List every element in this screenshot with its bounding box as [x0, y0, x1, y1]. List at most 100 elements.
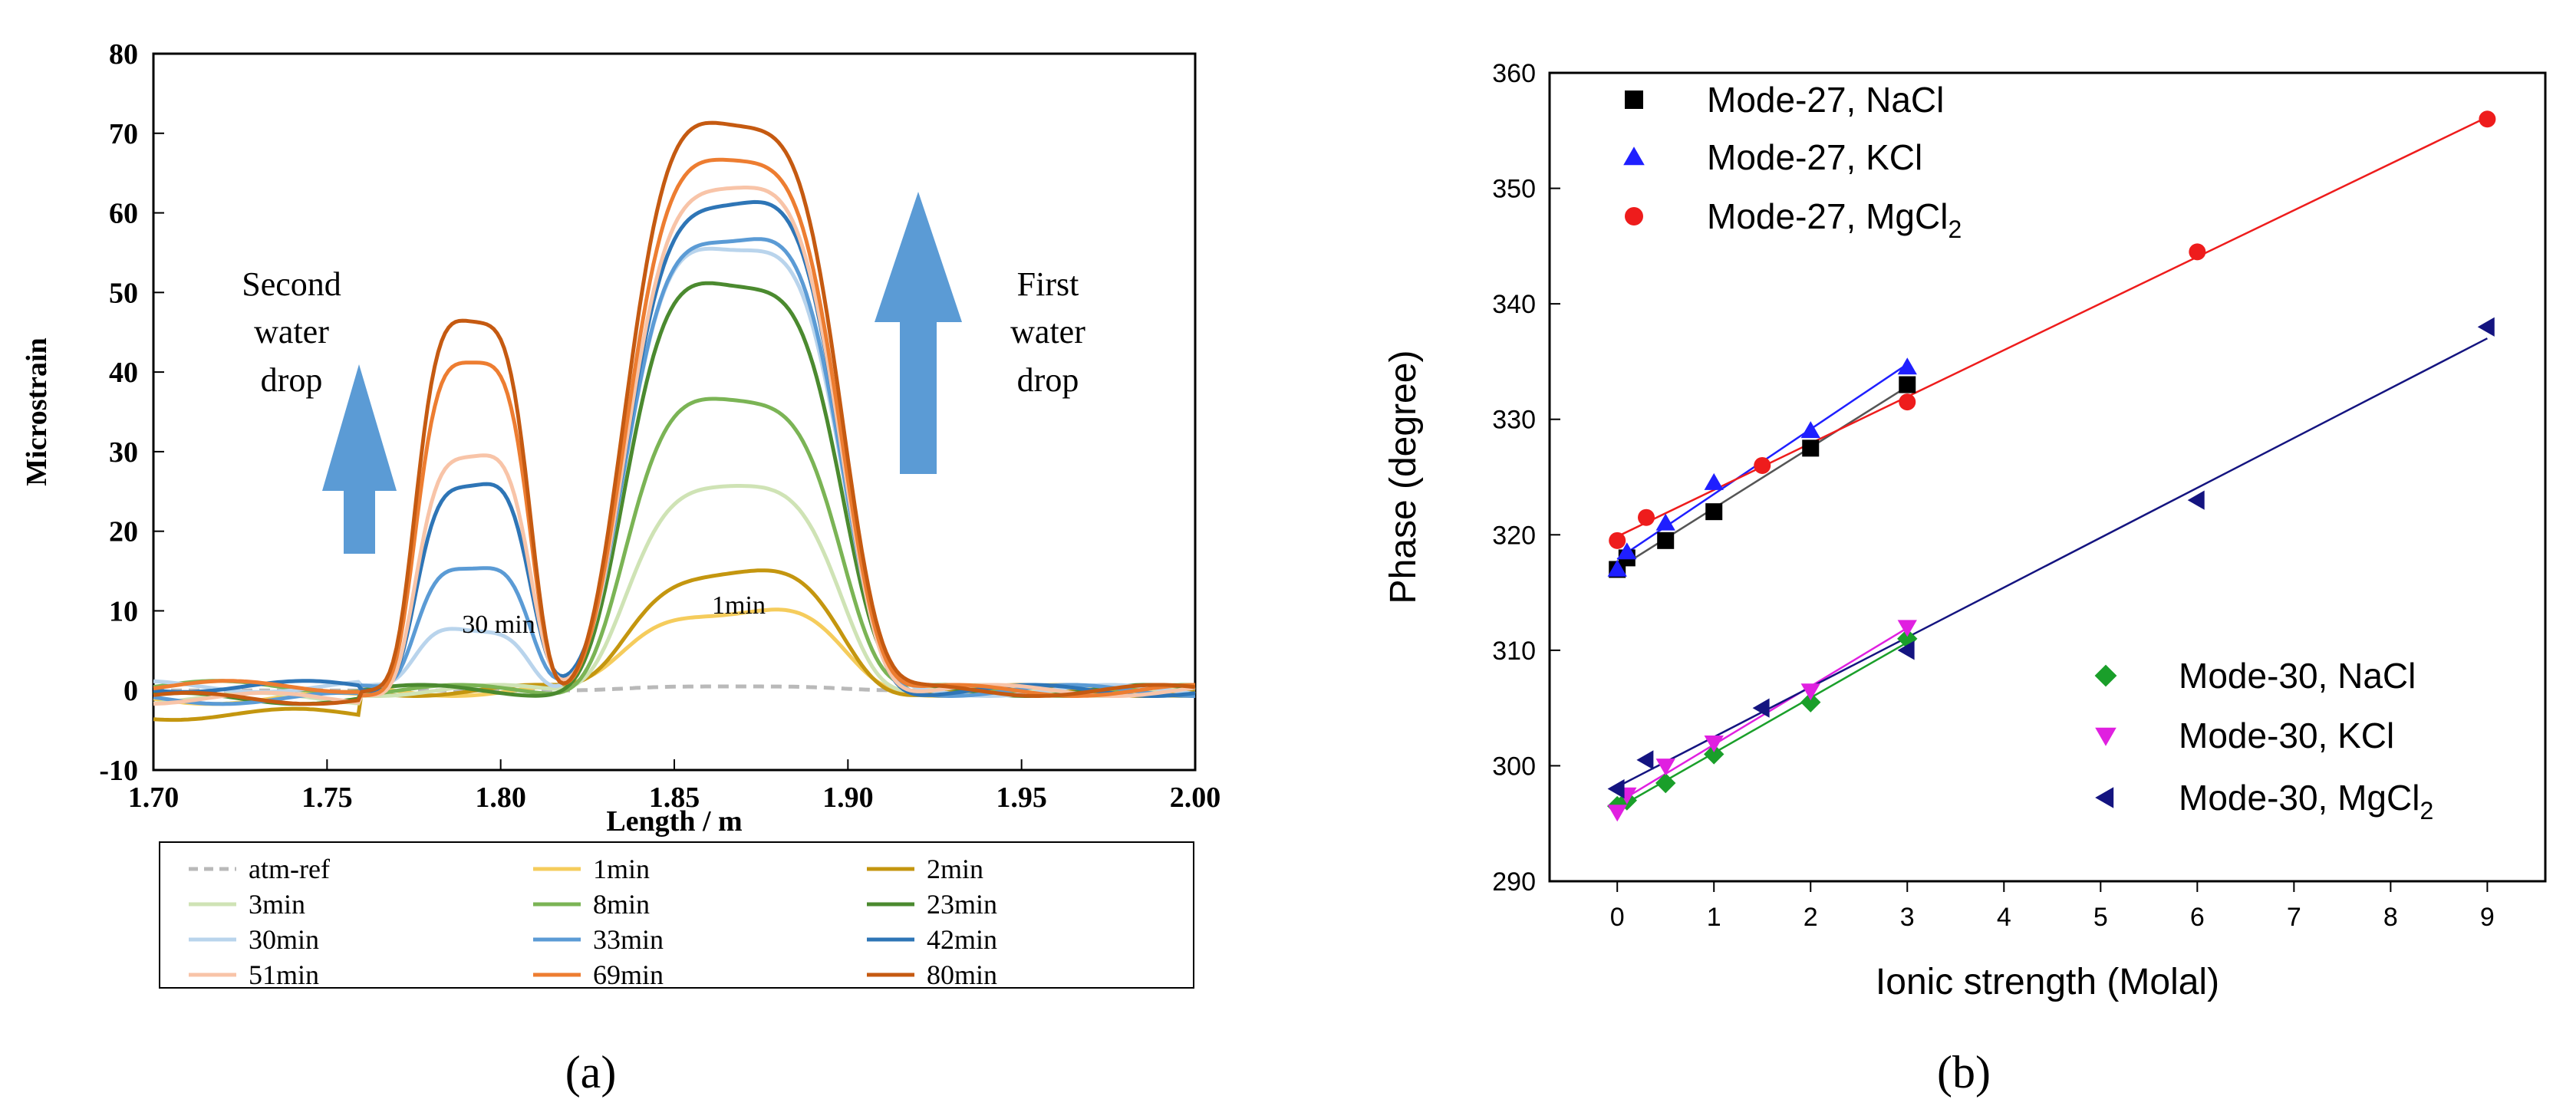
b-point — [1704, 735, 1724, 752]
a-series-line-69min — [153, 157, 1195, 698]
panel-a-y-ticks: -10 0 10 20 30 40 50 60 70 80 — [99, 38, 164, 787]
a-y-tick-label: 30 — [109, 436, 138, 469]
b-legend-label: Mode-30, NaCl — [2179, 656, 2416, 696]
b-y-tick-label: 300 — [1492, 752, 1536, 781]
b-x-tick-label: 3 — [1900, 903, 1915, 932]
panel-a-legend-entries: atm-ref 1min 2min 3min 8min 23min 30min 33min 42… — [189, 854, 997, 990]
b-point — [1609, 532, 1626, 549]
annotation-second-line3: drop — [261, 361, 323, 399]
annotation-first-line1: First — [1017, 265, 1079, 303]
b-y-tick-label: 360 — [1492, 59, 1536, 88]
b-point — [1897, 628, 1918, 649]
a-legend-label: atm-ref — [249, 854, 330, 884]
panel-b-y-axis-label: Phase (degree) — [1383, 351, 1424, 604]
annotation-30min-label: 30 min — [462, 611, 535, 639]
a-y-tick-label: -10 — [99, 755, 138, 787]
b-point — [1607, 778, 1625, 799]
b-y-tick-label: 330 — [1492, 406, 1536, 435]
panel-b-plot-frame — [1548, 71, 2547, 883]
panel-b-y-ticks: 290 300 310 320 330 340 350 360 — [1492, 59, 1560, 897]
panel-a-plot-frame — [152, 52, 1197, 772]
b-x-tick-label: 5 — [2093, 903, 2108, 932]
second-drop-arrow-icon — [322, 364, 397, 554]
a-y-tick-label: 80 — [109, 38, 138, 71]
a-y-tick-label: 70 — [109, 118, 138, 150]
annotation-first-line2: water — [1010, 313, 1085, 351]
b-y-tick-label: 340 — [1492, 290, 1536, 319]
b-point — [1752, 698, 1770, 718]
b-x-tick-label: 2 — [1804, 903, 1818, 932]
b-point — [1607, 559, 1627, 577]
a-x-tick-label: 1.80 — [475, 782, 526, 814]
b-legend-marker — [1623, 146, 1645, 166]
a-series-line-80min — [153, 120, 1196, 706]
b-point — [1897, 357, 1917, 375]
a-series-line-33min — [153, 237, 1195, 706]
a-legend-label: 42min — [927, 924, 997, 955]
b-legend-label: Mode-30, KCl — [2179, 716, 2394, 755]
a-legend-label: 1min — [593, 854, 650, 884]
b-fit-line — [1616, 116, 2488, 538]
b-point — [2187, 490, 2205, 510]
b-point — [1617, 542, 1637, 560]
a-y-tick-label: 0 — [124, 675, 138, 707]
panel-b-x-ticks: 0 1 2 3 4 5 6 7 8 9 — [1610, 881, 2495, 932]
first-drop-arrow-icon — [875, 192, 962, 474]
b-x-tick-label: 8 — [2383, 903, 2398, 932]
b-legend-marker — [1625, 91, 1643, 109]
panel-a-label: (a) — [565, 1047, 617, 1098]
annotation-second-line1: Second — [242, 265, 341, 303]
b-x-tick-label: 1 — [1707, 903, 1721, 932]
b-point — [1657, 532, 1675, 549]
a-series-line-8min — [153, 397, 1196, 698]
panel-a-chart: -10 0 10 20 30 40 50 60 70 80 1.70 1.75 1.80 1.85 1.9… — [21, 38, 1220, 1098]
b-x-tick-label: 9 — [2480, 903, 2495, 932]
b-y-tick-label: 290 — [1492, 867, 1536, 897]
panel-b-label: (b) — [1937, 1047, 1991, 1098]
a-legend-label: 3min — [249, 889, 305, 920]
b-legend-marker — [2095, 787, 2114, 808]
b-point — [1636, 750, 1654, 770]
annotation-first-line3: drop — [1017, 361, 1079, 399]
b-point — [1607, 805, 1627, 822]
b-point — [1899, 376, 1916, 393]
a-legend-label: 51min — [249, 959, 319, 990]
b-point — [2479, 110, 2496, 128]
a-legend-label: 80min — [927, 959, 997, 990]
a-legend-label: 33min — [593, 924, 664, 955]
b-y-tick-label: 320 — [1492, 521, 1536, 550]
a-series-line-3min — [153, 484, 1196, 706]
annotation-1min-label: 1min — [712, 591, 766, 620]
b-point — [2477, 317, 2495, 337]
a-legend-label: 23min — [927, 889, 997, 920]
a-series-line-51min — [153, 186, 1196, 706]
b-x-tick-label: 0 — [1610, 903, 1625, 932]
panel-a-x-ticks: 1.70 1.75 1.80 1.85 1.90 1.95 2.00 — [128, 759, 1221, 814]
annotation-second-line2: water — [254, 313, 329, 351]
b-legend-marker — [1625, 207, 1643, 225]
a-y-tick-label: 40 — [109, 357, 138, 389]
panel-b-chart: 290 300 310 320 330 340 350 360 0 1 2 3 4 5 6 7 8 9 Mode… — [1383, 59, 2547, 1098]
a-x-tick-label: 2.00 — [1170, 782, 1221, 814]
a-legend-label: 8min — [593, 889, 650, 920]
panel-a-y-axis-label: Microstrain — [21, 337, 53, 485]
a-x-tick-label: 1.85 — [649, 782, 700, 814]
b-point — [1800, 421, 1820, 439]
b-point — [1655, 772, 1676, 794]
a-y-tick-label: 60 — [109, 198, 138, 230]
b-legend-label: Mode-27, NaCl — [1707, 80, 1944, 120]
a-x-tick-label: 1.90 — [822, 782, 874, 814]
b-point — [1754, 456, 1771, 474]
a-legend-label: 2min — [927, 854, 983, 884]
a-x-tick-label: 1.70 — [128, 782, 180, 814]
b-y-tick-label: 350 — [1492, 175, 1536, 204]
b-point — [1638, 508, 1655, 526]
b-point — [1897, 640, 1915, 660]
b-x-tick-label: 4 — [1997, 903, 2011, 932]
panel-a-legend — [159, 841, 1194, 989]
a-legend-label: 30min — [249, 924, 319, 955]
a-legend-label: 69min — [593, 959, 664, 990]
a-x-tick-label: 1.75 — [301, 782, 353, 814]
b-x-tick-label: 6 — [2190, 903, 2205, 932]
b-point — [1704, 744, 1724, 765]
